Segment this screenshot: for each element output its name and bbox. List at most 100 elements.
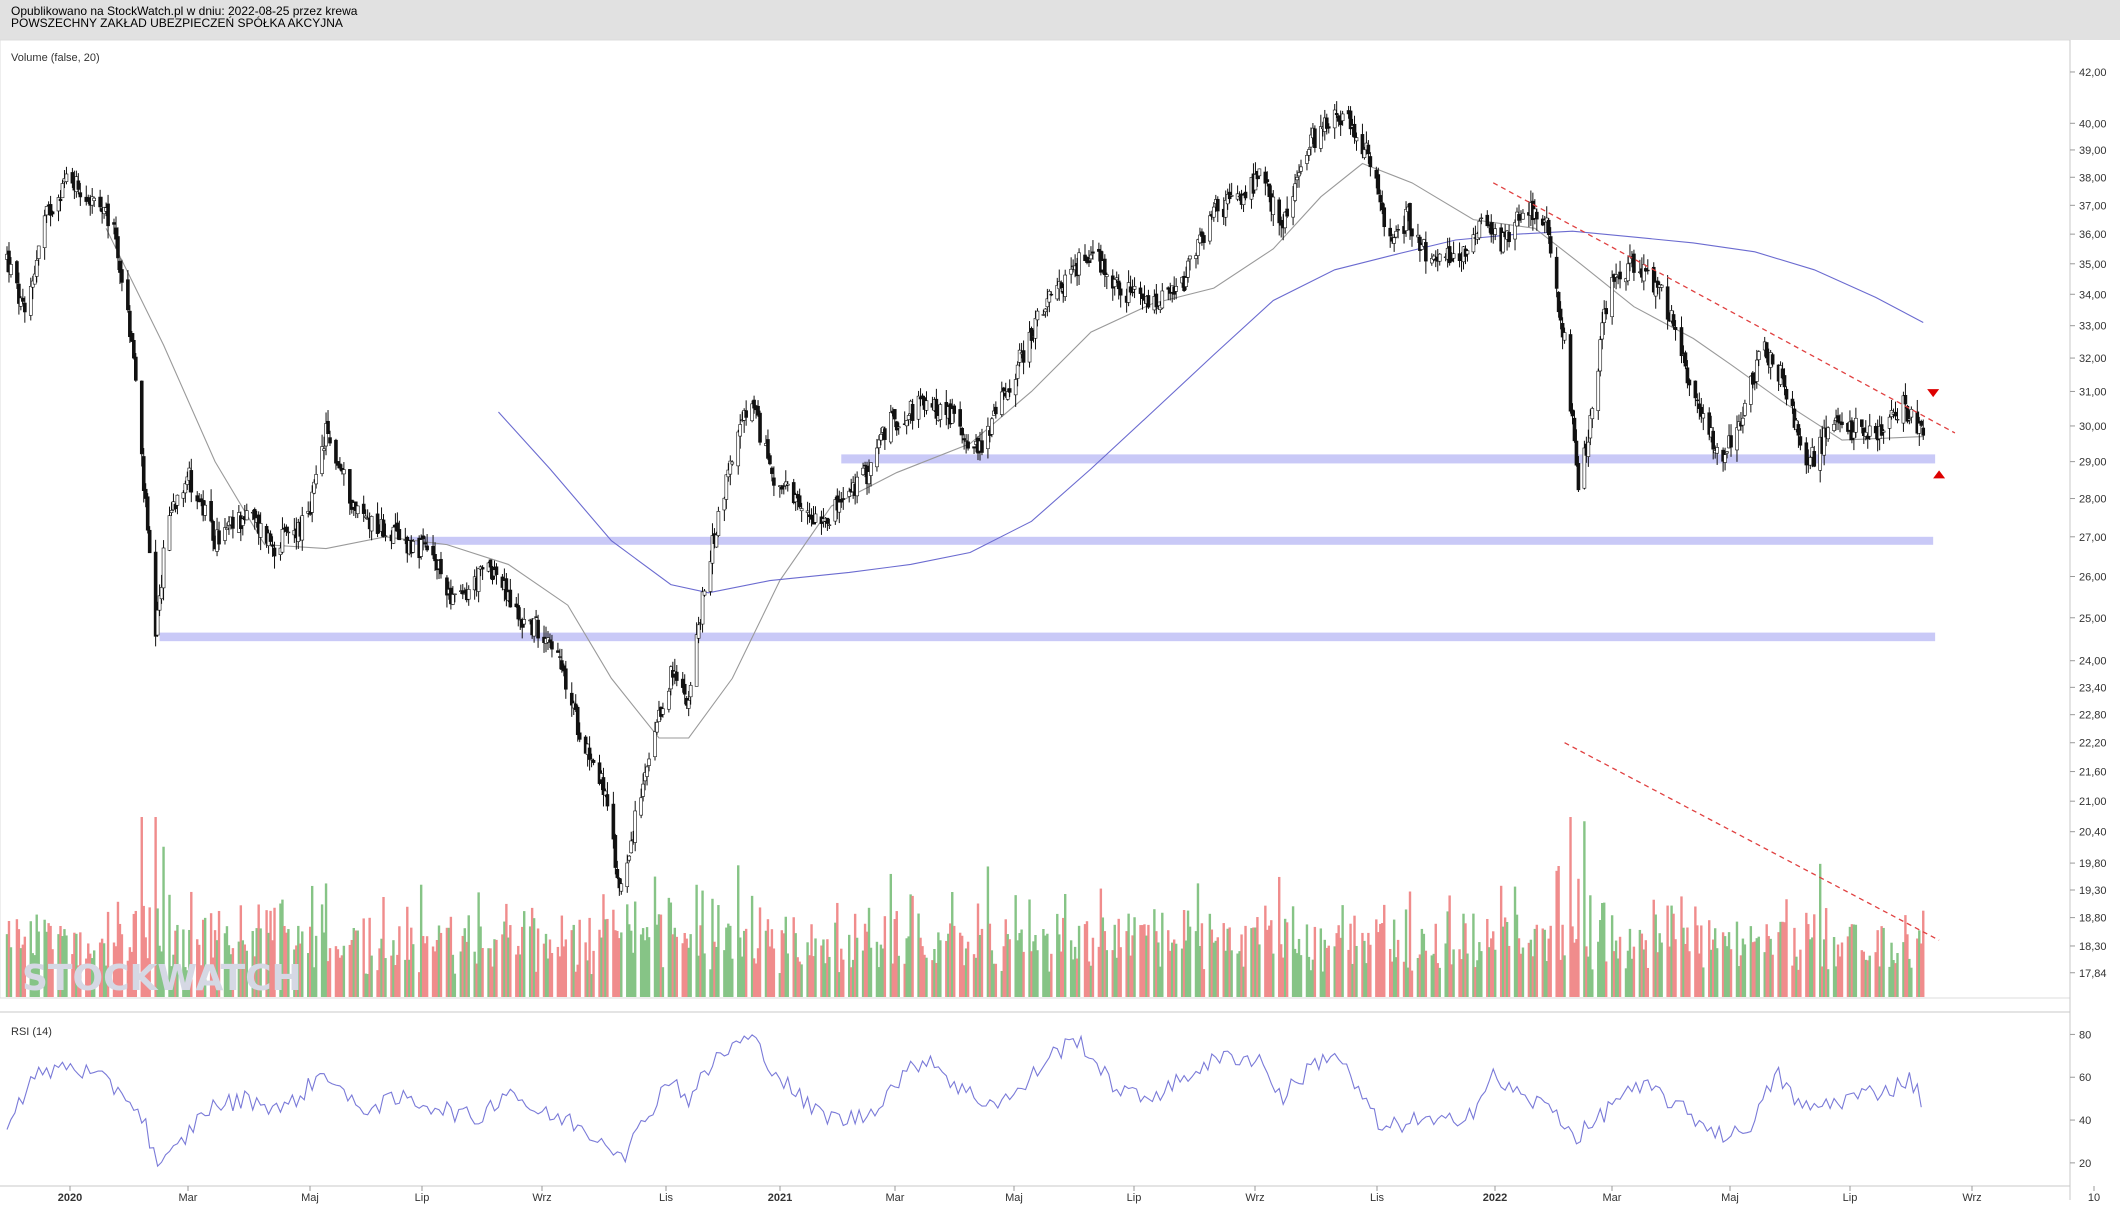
candle-body — [504, 578, 509, 600]
volume-bar — [1531, 956, 1535, 997]
volume-bar — [295, 945, 298, 997]
candle — [564, 660, 568, 699]
volume-bar — [489, 948, 492, 997]
candle — [1138, 281, 1143, 305]
candle — [1889, 399, 1894, 420]
price-tick-label: 25,00 — [2079, 613, 2107, 625]
candle — [1610, 270, 1614, 325]
volume-bar — [1410, 970, 1414, 997]
candle-body — [98, 196, 102, 208]
candle — [17, 272, 21, 315]
candle-body — [1283, 211, 1287, 229]
candle — [1396, 224, 1400, 239]
candle-body — [962, 438, 966, 441]
volume-bar — [140, 817, 143, 997]
volume-bar — [855, 937, 859, 997]
candle-body — [896, 426, 901, 429]
candle-body — [1257, 168, 1262, 177]
volume-bar — [200, 965, 203, 997]
candle — [1741, 406, 1745, 434]
candle — [960, 426, 964, 444]
volume-bar — [550, 953, 554, 997]
volume-bar — [1351, 963, 1354, 997]
candle-body — [1723, 454, 1727, 463]
time-axis: 2020 Mar Maj Lip Wrz Lis 2021 Mar Maj Lip Wrz Lis 20… — [58, 1186, 2100, 1204]
volume-bar — [287, 929, 290, 997]
volume-bar — [1226, 928, 1229, 997]
candle-body — [724, 474, 729, 500]
volume-bar — [659, 914, 663, 997]
volume-bar — [237, 941, 241, 997]
volume-bar — [1462, 913, 1465, 997]
candle-body — [1285, 208, 1289, 217]
candle — [1035, 308, 1040, 327]
volume-bar — [620, 932, 623, 997]
candle-body — [270, 544, 275, 547]
volume-bar — [1624, 968, 1628, 997]
volume-bar — [475, 963, 478, 997]
candle — [375, 502, 380, 538]
candle — [167, 506, 172, 552]
candle — [1313, 125, 1317, 153]
candle-body — [411, 541, 416, 553]
volume-bar — [1880, 926, 1883, 997]
volume-bar — [1476, 960, 1479, 997]
volume-bar — [1228, 927, 1231, 997]
candle-body — [1091, 251, 1095, 254]
time-tick-label: Wrz — [1962, 1192, 1981, 1204]
volume-bar — [404, 959, 407, 997]
volume-bar — [451, 954, 455, 997]
candle-body — [710, 535, 715, 564]
volume-bar — [1813, 914, 1816, 997]
candle — [1471, 227, 1476, 254]
candle-body — [1017, 349, 1022, 363]
price-tick-label: 21,00 — [2079, 796, 2107, 808]
candle-body — [1041, 314, 1046, 316]
candle — [1118, 282, 1123, 308]
candle — [1699, 397, 1704, 423]
volume-bar — [71, 954, 74, 997]
volume-bar — [532, 918, 536, 997]
volume-trend-line — [1564, 742, 1940, 941]
candle-body — [575, 706, 580, 736]
volume-bar — [473, 951, 476, 997]
volume-bar — [505, 903, 508, 997]
volume-bar — [794, 933, 797, 997]
volume-bar — [673, 927, 677, 997]
volume-bar — [1252, 927, 1255, 997]
candle-body — [1332, 109, 1337, 129]
candle — [1887, 414, 1892, 441]
volume-bar — [196, 939, 199, 997]
volume-bar — [1335, 933, 1338, 997]
candle — [613, 833, 618, 875]
volume-bar — [600, 937, 603, 997]
volume-bar — [796, 957, 799, 997]
volume-bar — [1549, 925, 1552, 997]
volume-bar — [1517, 938, 1521, 997]
volume-bar — [273, 907, 276, 997]
time-tick-label: Mar — [886, 1192, 905, 1204]
volume-bar — [1004, 919, 1007, 997]
candle-body — [15, 261, 19, 284]
time-tick-label: Lip — [415, 1192, 430, 1204]
volume-bar — [1159, 966, 1162, 997]
volume-bar — [350, 939, 354, 997]
candle — [875, 438, 879, 472]
volume-bar — [917, 913, 920, 997]
candle — [1376, 167, 1381, 195]
candle-body — [1881, 430, 1886, 433]
volume-bar — [931, 960, 934, 997]
volume-bar — [1811, 937, 1814, 997]
volume-bar — [742, 930, 746, 997]
volume-bar — [271, 940, 274, 997]
price-tick-label: 42,00 — [2079, 67, 2107, 79]
candle — [231, 510, 235, 539]
volume-bar — [1672, 913, 1675, 997]
volume-bar — [1918, 930, 1921, 997]
candle-body — [431, 545, 435, 556]
candle-body — [1836, 415, 1840, 423]
candle-body — [1673, 327, 1678, 330]
volume-bar — [1781, 921, 1784, 997]
candle-body — [752, 399, 756, 409]
